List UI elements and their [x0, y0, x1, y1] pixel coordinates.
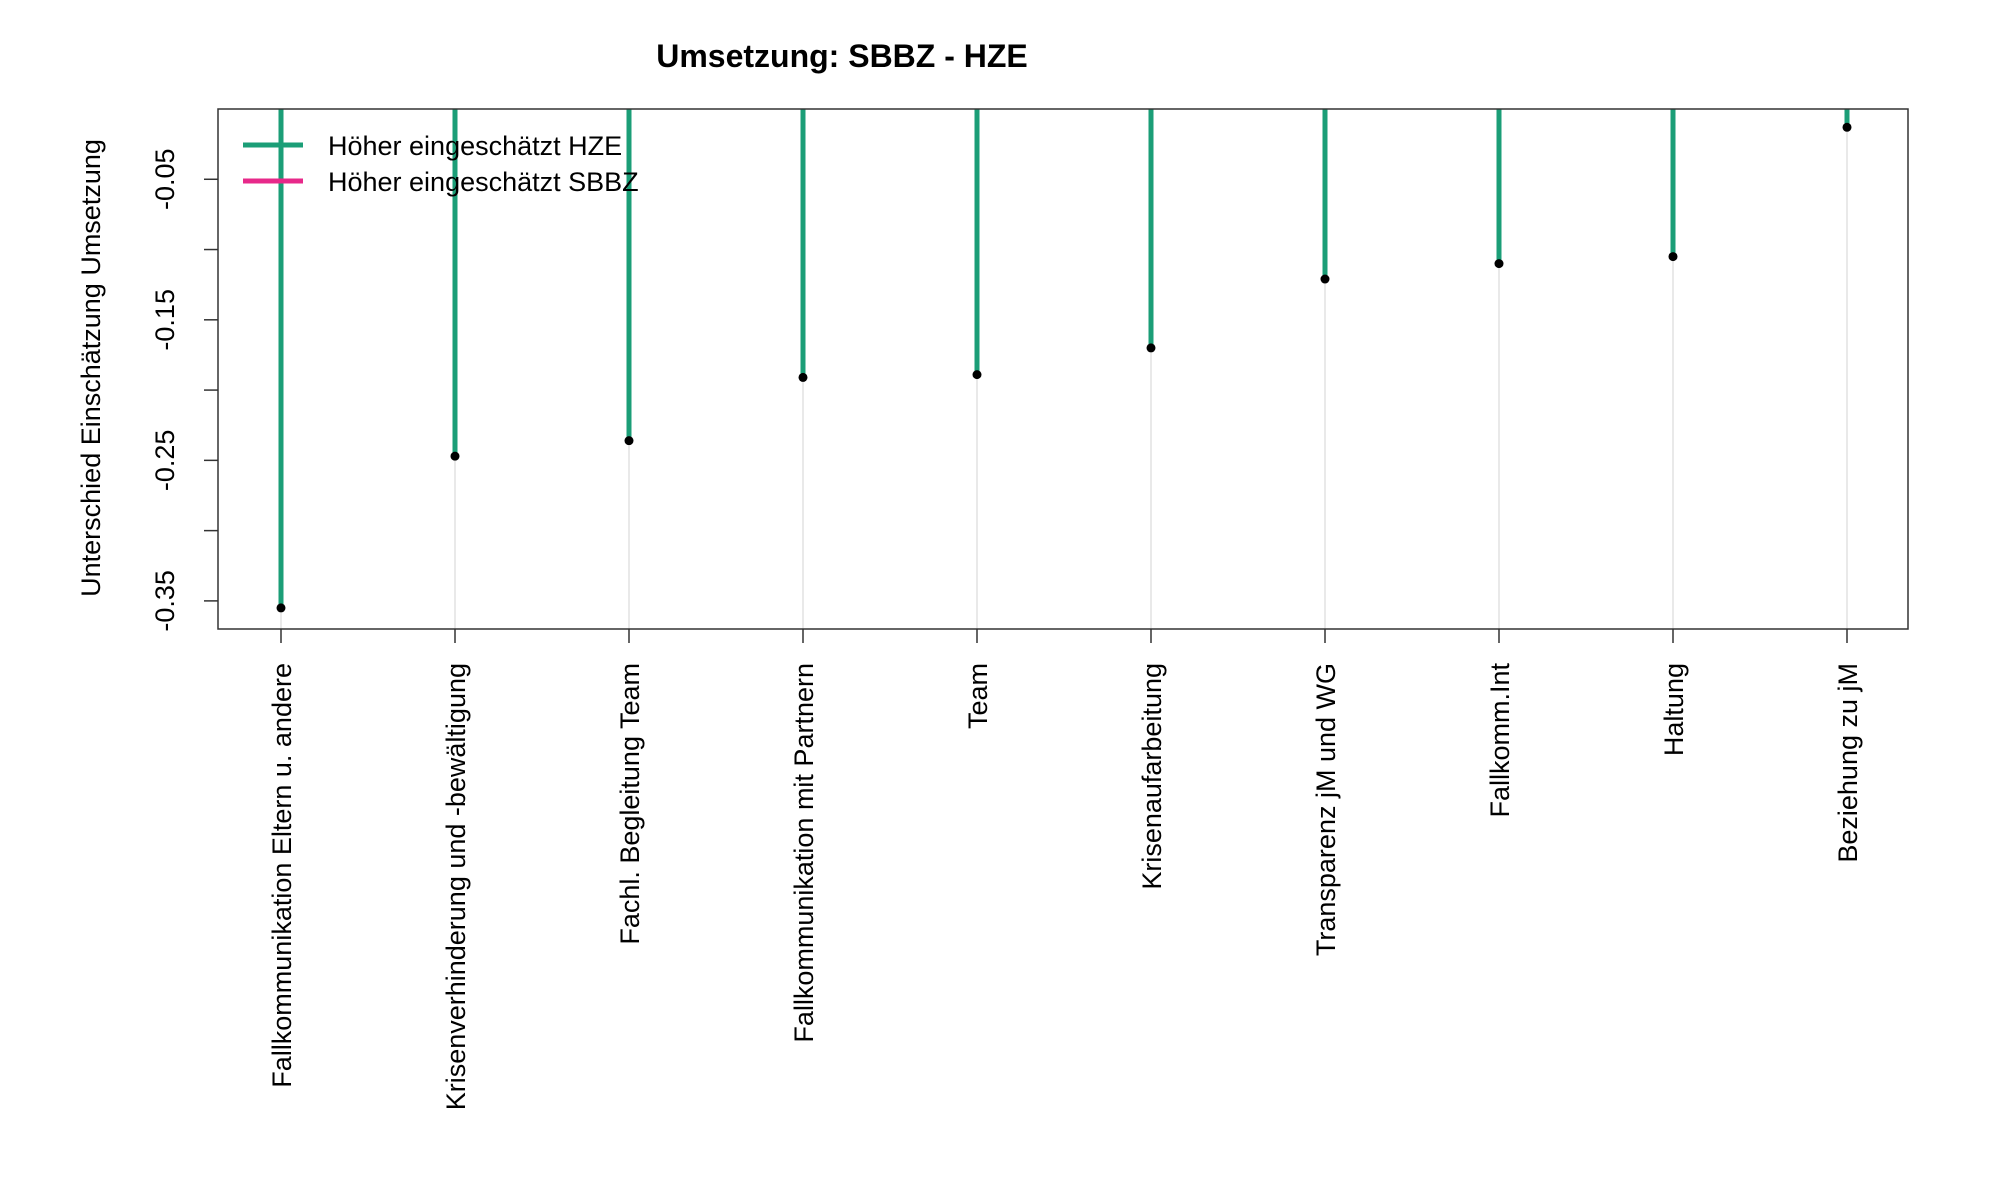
x-tick-label: Fallkommunikation Eltern u. andere: [267, 663, 297, 1088]
x-tick-label: Fallkommunikation mit Partnern: [789, 663, 819, 1043]
data-point-6: [1146, 343, 1156, 353]
data-point-4: [798, 372, 808, 382]
y-tick-label: -0.15: [150, 289, 180, 351]
data-point-5: [972, 370, 982, 380]
x-tick-label: Beziehung zu jM: [1833, 663, 1863, 863]
y-tick-label: -0.05: [150, 148, 180, 210]
data-point-1: [276, 603, 286, 613]
x-axis: Fallkommunikation Eltern u. andere Krisen…: [267, 629, 1863, 1110]
data-point-9: [1668, 252, 1678, 262]
data-point-8: [1494, 259, 1504, 269]
plot-area-frame: [217, 108, 1909, 630]
legend: Höher eingeschätzt HZE Höher eingeschätzt…: [243, 131, 639, 197]
data-point-3: [624, 436, 634, 446]
y-tick-label: -0.35: [150, 570, 180, 632]
legend-label-2: Höher eingeschätzt SBBZ: [328, 167, 639, 197]
x-tick-label: Haltung: [1659, 663, 1689, 756]
x-tick-label: Krisenverhinderung und -bewältigung: [441, 663, 471, 1110]
legend-label-1: Höher eingeschätzt HZE: [328, 131, 622, 161]
data-points: [276, 122, 1852, 613]
data-point-2: [450, 451, 460, 461]
chart-title: Umsetzung: SBBZ - HZE: [656, 38, 1028, 74]
data-point-10: [1842, 122, 1852, 132]
x-tick-label: Fallkomm.Int: [1485, 663, 1515, 818]
y-tick-label: -0.25: [150, 430, 180, 492]
data-point-7: [1320, 274, 1330, 284]
x-tick-label: Fachl. Begleitung Team: [615, 663, 645, 945]
y-axis: -0.35 -0.25 -0.15 -0.05: [150, 148, 218, 632]
x-tick-label: Team: [963, 663, 993, 729]
x-tick-label: Transparenz jM und WG: [1311, 663, 1341, 956]
x-tick-label: Krisenaufarbeitung: [1137, 663, 1167, 890]
stems: [278, 109, 1850, 608]
y-axis-label: Unterschied Einschätzung Umsetzung: [76, 139, 106, 597]
